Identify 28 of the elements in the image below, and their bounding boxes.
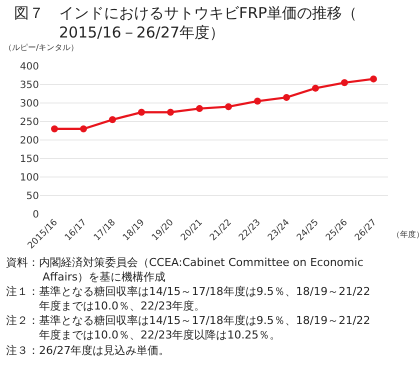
y-tick-label: 300: [20, 98, 39, 110]
y-tick-label: 350: [20, 80, 39, 91]
point: [138, 108, 145, 116]
point: [109, 116, 116, 124]
y-tick-label: 100: [20, 172, 39, 184]
y-tick-label: 400: [20, 62, 39, 72]
text: 資料：内閣経済対策委員会（CCEA:Cabinet Committee on Economic Affairs）を基に機構作成: [6, 256, 364, 284]
x-axis-title: （年度）: [392, 230, 420, 239]
point: [370, 75, 377, 82]
y-tick-label: 200: [20, 136, 39, 146]
point: [225, 103, 232, 110]
point: [341, 79, 348, 86]
point: [51, 125, 58, 132]
point: [80, 125, 87, 132]
text: 注３：26/27年度は見込み単価。: [6, 344, 170, 357]
text: 注２：基準となる糖回収率は14/15～17/18年度は9.5％、18/19～21/22年度までは10.0％、22/23年度以降は10.25％。: [6, 314, 370, 342]
point: [312, 84, 319, 92]
point: [167, 108, 174, 116]
text: 注１：基準となる糖回収率は14/15～17/18年度は9.5％、18/19～21/22年度までは10.0％、22/23年度。: [6, 285, 370, 312]
y-tick-label: 0: [32, 210, 39, 220]
point: [196, 105, 203, 112]
point: [283, 94, 290, 101]
y-tick-label: 150: [20, 154, 39, 165]
point: [254, 98, 261, 105]
y-tick-label: 250: [20, 117, 39, 128]
y-tick-label: 50: [26, 191, 39, 202]
chart-title: 図７ インドにおけるサトウキビFRP単価の推移（2015/16－26/27年度）: [14, 4, 358, 42]
y-axis-title: （ルピー/キンタル）: [4, 43, 79, 52]
